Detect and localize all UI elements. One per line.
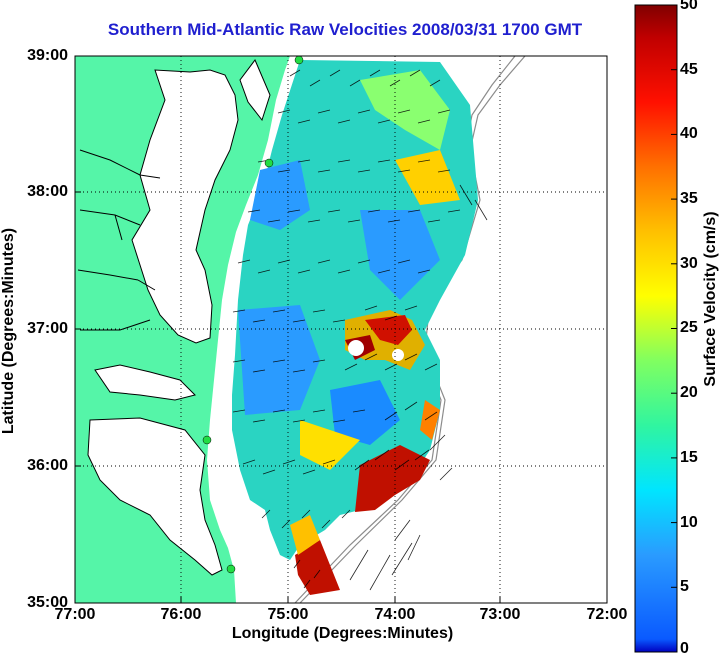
x-axis-label: Longitude (Degrees:Minutes)	[231, 625, 454, 642]
y-tick: 39:00	[27, 47, 68, 64]
map-title: Southern Mid-Atlantic Raw Velocities 200…	[107, 20, 583, 39]
radar-station-marker	[226, 564, 236, 574]
colorbar-tick: 30	[680, 255, 698, 272]
y-axis-label: Latitude (Degrees:Minutes)	[0, 227, 17, 435]
radar-station-marker	[202, 435, 212, 445]
colorbar-tick: 25	[680, 319, 698, 336]
x-tick: 76:00	[160, 606, 202, 623]
colorbar-tick: 5	[680, 578, 689, 595]
x-tick: 75:00	[267, 606, 309, 623]
colorbar-tick: 20	[680, 384, 698, 401]
x-tick: 74:00	[374, 606, 416, 623]
y-tick: 38:00	[27, 183, 68, 200]
colorbar-tick: 35	[680, 190, 698, 207]
colorbar-tick: 40	[680, 125, 698, 142]
x-tick: 72:00	[586, 606, 628, 623]
pamlico-sound	[87, 417, 223, 576]
y-tick: 35:00	[27, 594, 68, 611]
x-tick: 77:00	[54, 606, 96, 623]
radar-station-marker	[294, 56, 304, 65]
colorbar-tick: 10	[680, 514, 698, 531]
y-tick: 36:00	[27, 457, 68, 474]
y-tick: 37:00	[27, 320, 68, 337]
colorbar-tick: 15	[680, 449, 698, 466]
chesapeake-bay	[131, 69, 239, 344]
velocity-field	[232, 60, 488, 595]
colorbar	[634, 4, 678, 653]
colorbar-label: Surface Velocity (cm/s)	[702, 211, 719, 387]
colorbar-tick: 50	[680, 0, 698, 13]
x-tick: 73:00	[479, 606, 521, 623]
colorbar-tick: 45	[680, 61, 698, 78]
colorbar-tick: 0	[680, 640, 689, 657]
map-grid	[75, 56, 607, 603]
radar-station-marker	[264, 158, 274, 168]
